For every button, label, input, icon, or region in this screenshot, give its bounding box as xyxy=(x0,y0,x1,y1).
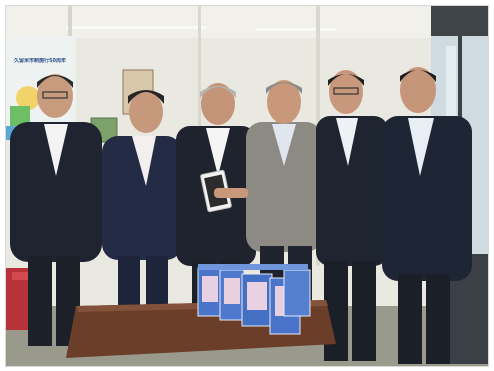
tablet-boxes xyxy=(197,264,311,335)
poster-caption: 久留米市制施行50周年 xyxy=(14,58,66,64)
poster-graphic xyxy=(10,106,30,126)
window-frame-top xyxy=(431,6,488,36)
red-bag-top xyxy=(12,272,28,280)
person-5 xyxy=(316,70,388,361)
ceiling-light xyxy=(66,26,206,29)
ceiling-light-2 xyxy=(256,28,336,31)
person-1 xyxy=(10,74,102,346)
person-6 xyxy=(382,67,472,364)
person-4 xyxy=(214,80,322,336)
poster-mascot xyxy=(16,86,40,110)
person-2 xyxy=(102,90,182,336)
ceiling xyxy=(6,6,488,38)
group-photo: 久留米市制施行50周年 xyxy=(5,5,489,367)
photo-scene xyxy=(6,6,488,366)
